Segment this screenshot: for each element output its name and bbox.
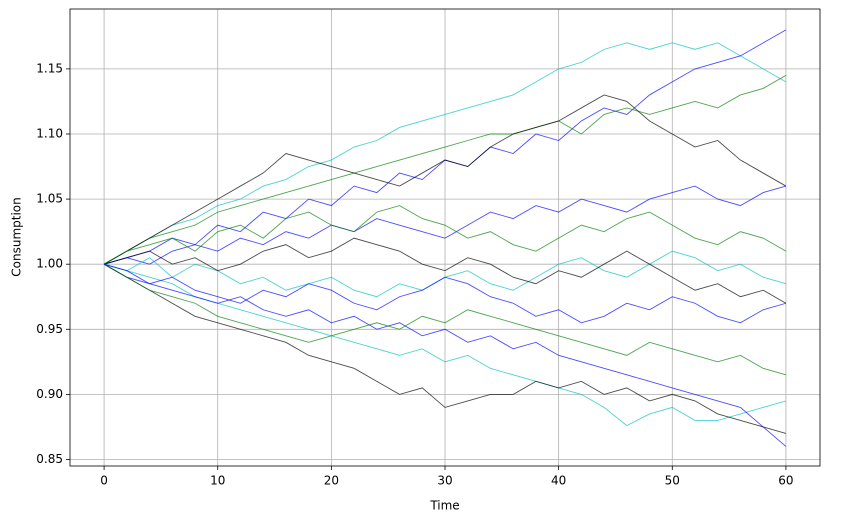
x-tick-label: 40 (551, 474, 566, 488)
lines-layer (103, 29, 787, 447)
axes-layer: Time Consumption 0 10 20 30 40 50 60 0.85 0.90 0.… (10, 8, 821, 513)
x-tick-label: 10 (210, 474, 225, 488)
y-tick-label: 1.00 (36, 257, 63, 271)
series-line (103, 94, 787, 265)
y-tick-label: 0.95 (36, 322, 63, 336)
x-tick-label: 20 (324, 474, 339, 488)
x-tick-label: 60 (778, 474, 793, 488)
y-tick-label: 1.15 (36, 61, 63, 75)
series-line (103, 263, 787, 447)
series-line (103, 263, 787, 324)
x-tick-label: 50 (665, 474, 680, 488)
y-tick-label: 0.90 (36, 387, 63, 401)
series-line (103, 75, 787, 265)
x-axis-label: Time (429, 499, 459, 513)
series-line (103, 237, 787, 304)
y-tick-label: 1.10 (36, 126, 63, 140)
series-line (103, 263, 787, 434)
x-tick-label: 0 (100, 474, 108, 488)
grid-layer (70, 9, 820, 466)
y-tick-label: 0.85 (36, 452, 63, 466)
y-axis-label: Consumption (10, 197, 24, 276)
x-tick-label: 30 (437, 474, 452, 488)
series-line (103, 205, 787, 265)
series-line (103, 263, 787, 376)
series-line (103, 42, 787, 265)
y-tick-label: 1.05 (36, 192, 63, 206)
series-line (103, 185, 787, 265)
